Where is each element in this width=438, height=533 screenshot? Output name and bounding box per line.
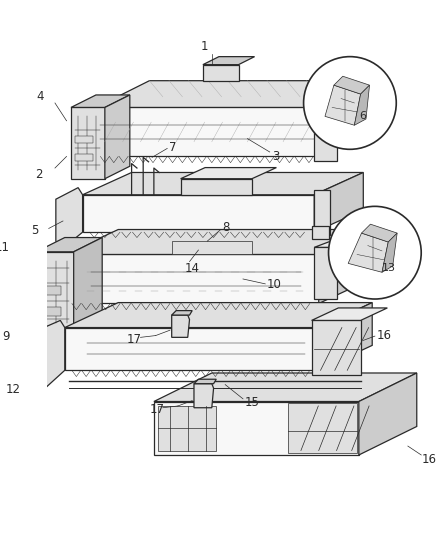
Polygon shape xyxy=(65,254,319,303)
Polygon shape xyxy=(172,315,190,337)
Polygon shape xyxy=(194,384,214,408)
Polygon shape xyxy=(83,195,314,232)
Polygon shape xyxy=(172,241,252,254)
Polygon shape xyxy=(56,188,83,248)
Text: 7: 7 xyxy=(169,141,177,154)
Polygon shape xyxy=(180,167,276,179)
Text: 3: 3 xyxy=(272,150,280,163)
Polygon shape xyxy=(311,308,387,320)
Polygon shape xyxy=(154,373,417,401)
Text: 17: 17 xyxy=(127,333,142,345)
Text: 14: 14 xyxy=(185,262,200,275)
Polygon shape xyxy=(83,173,363,195)
Polygon shape xyxy=(311,226,329,239)
Polygon shape xyxy=(96,80,372,108)
Polygon shape xyxy=(348,233,388,272)
Text: 13: 13 xyxy=(382,263,396,272)
Polygon shape xyxy=(75,136,93,143)
Polygon shape xyxy=(41,286,61,295)
Polygon shape xyxy=(325,85,360,125)
Polygon shape xyxy=(65,230,372,254)
Polygon shape xyxy=(314,92,358,103)
Circle shape xyxy=(328,206,421,299)
Polygon shape xyxy=(65,328,319,370)
Text: 12: 12 xyxy=(5,383,20,397)
Text: 9: 9 xyxy=(2,330,10,343)
Text: 1: 1 xyxy=(201,41,208,53)
Polygon shape xyxy=(158,406,216,450)
Text: 4: 4 xyxy=(37,90,44,103)
Polygon shape xyxy=(382,233,397,272)
Text: 11: 11 xyxy=(0,241,10,254)
Text: 17: 17 xyxy=(149,403,164,416)
Text: 16: 16 xyxy=(421,453,436,466)
Text: 6: 6 xyxy=(359,111,366,121)
Polygon shape xyxy=(75,154,93,161)
Polygon shape xyxy=(71,108,105,179)
Text: 10: 10 xyxy=(267,278,282,292)
Polygon shape xyxy=(38,320,65,388)
Text: 16: 16 xyxy=(377,329,392,342)
Polygon shape xyxy=(36,252,74,332)
Polygon shape xyxy=(319,303,372,370)
Polygon shape xyxy=(203,64,239,80)
Polygon shape xyxy=(319,80,372,157)
Polygon shape xyxy=(359,373,417,455)
Polygon shape xyxy=(180,179,252,195)
Polygon shape xyxy=(361,224,397,242)
Polygon shape xyxy=(288,403,357,453)
Circle shape xyxy=(304,56,396,149)
Polygon shape xyxy=(334,76,370,94)
Text: 2: 2 xyxy=(35,168,42,181)
Polygon shape xyxy=(74,238,102,332)
Polygon shape xyxy=(203,56,254,64)
Text: 8: 8 xyxy=(223,221,230,234)
Polygon shape xyxy=(65,303,372,328)
Polygon shape xyxy=(96,108,319,157)
Polygon shape xyxy=(41,307,61,316)
Polygon shape xyxy=(314,247,336,299)
Polygon shape xyxy=(194,379,216,384)
Polygon shape xyxy=(319,230,372,303)
Polygon shape xyxy=(354,85,370,125)
Polygon shape xyxy=(105,95,130,179)
Text: 15: 15 xyxy=(245,396,260,409)
Polygon shape xyxy=(154,401,359,455)
Polygon shape xyxy=(36,238,102,252)
Polygon shape xyxy=(314,173,363,232)
Text: 5: 5 xyxy=(31,224,38,237)
Polygon shape xyxy=(311,320,360,375)
Polygon shape xyxy=(314,190,330,235)
Polygon shape xyxy=(172,311,192,315)
Polygon shape xyxy=(314,103,336,161)
Polygon shape xyxy=(314,239,355,247)
Polygon shape xyxy=(71,95,130,108)
